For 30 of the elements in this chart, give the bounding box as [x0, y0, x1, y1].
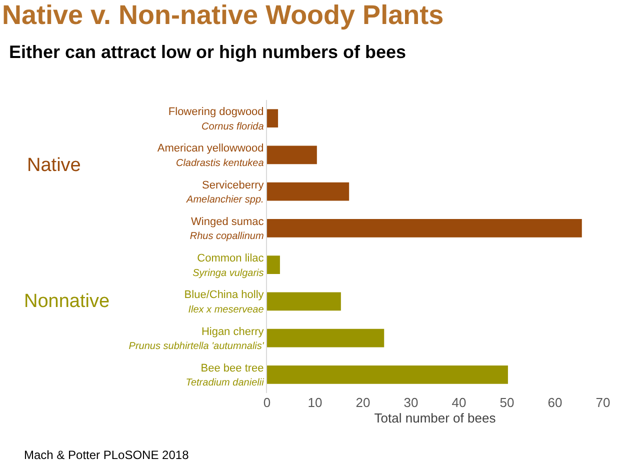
y-tick-label: Winged sumac Rhus copallinum — [190, 216, 264, 242]
x-axis-title: Total number of bees — [374, 410, 496, 426]
x-tick-label: 10 — [308, 395, 322, 410]
text: Native — [27, 155, 81, 176]
y-tick-label: Blue/China holly Ilex x meserveae — [184, 289, 264, 316]
y-tick-label: Common lilac Syringa vulgaris — [192, 252, 264, 279]
x-tick-label: 50 — [500, 395, 514, 410]
y-tick-label: Flowering dogwood Cornus florida — [168, 106, 264, 132]
bar — [267, 328, 384, 348]
y-tick-label: Higan cherry Prunus subhirtella 'autumnalis' — [128, 326, 265, 352]
bar — [267, 366, 508, 384]
y-tick-label: Serviceberry Amelanchier spp. — [186, 179, 264, 206]
x-tick-label: 30 — [404, 395, 418, 410]
x-tick-label: 40 — [452, 395, 466, 410]
x-tick-label: 20 — [356, 395, 370, 410]
chart-title: Native v. Non-native Woody Plants — [2, 0, 444, 30]
bar — [267, 146, 317, 164]
bar — [267, 182, 350, 201]
bar — [267, 109, 278, 128]
x-tick-label: 60 — [548, 395, 562, 410]
bar — [267, 292, 341, 311]
y-tick-label: Bee bee tree Tetradium danielii — [186, 362, 265, 389]
bar — [267, 256, 280, 274]
text: Nonnative — [24, 291, 110, 312]
x-tick-label: 0 — [263, 395, 271, 410]
text: Mach & Potter PLoSONE 2018 — [24, 448, 190, 462]
chart-subtitle: Either can attract low or high numbers of bees — [9, 42, 406, 62]
y-tick-label: American yellowwood Cladrastis kentukea — [157, 142, 264, 169]
x-tick-label: 70 — [596, 395, 610, 410]
bar — [267, 219, 582, 238]
